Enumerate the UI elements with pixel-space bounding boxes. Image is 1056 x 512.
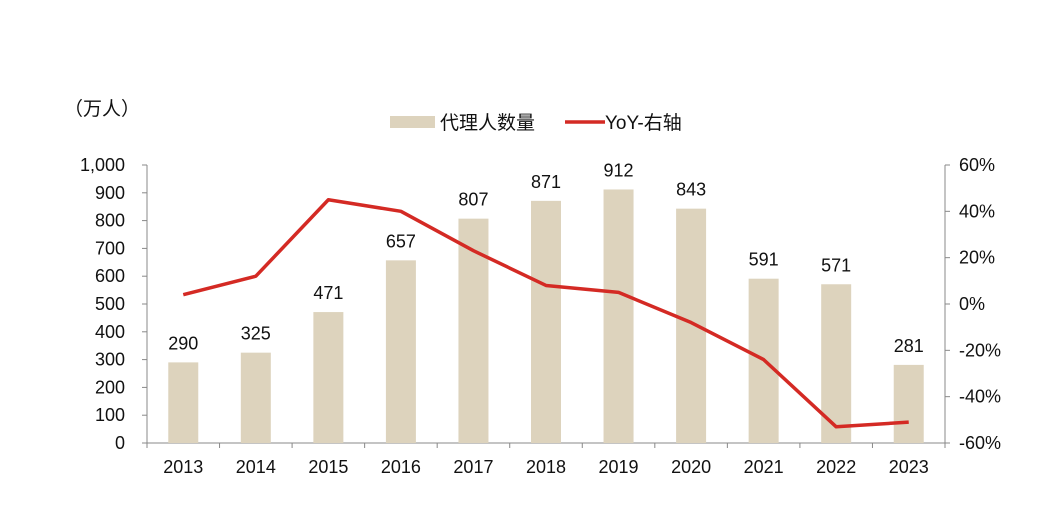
right-tick-label: -40% — [959, 387, 1001, 407]
bar-data-label: 871 — [531, 172, 561, 192]
bar-2023 — [893, 364, 924, 443]
legend: 代理人数量 YoY-右轴 — [390, 112, 682, 134]
unit-label: （万人） — [64, 98, 140, 120]
left-tick-label: 300 — [95, 350, 125, 370]
bar-data-label: 325 — [241, 324, 271, 344]
x-tick-label: 2016 — [381, 457, 421, 477]
left-tick-label: 700 — [95, 238, 125, 258]
bar-data-label: 591 — [749, 250, 779, 270]
bar-2013 — [168, 362, 199, 443]
x-tick-label: 2023 — [889, 457, 929, 477]
x-tick-label: 2022 — [816, 457, 856, 477]
bar-data-label: 290 — [168, 333, 198, 353]
bar-data-label: 571 — [821, 255, 851, 275]
right-tick-label: 0% — [959, 294, 985, 314]
left-tick-label: 1,000 — [80, 155, 125, 175]
left-tick-label: 400 — [95, 322, 125, 342]
bar-data-label: 281 — [894, 336, 924, 356]
legend-swatch-bar — [390, 116, 435, 128]
x-tick-label: 2013 — [163, 457, 203, 477]
x-tick-label: 2020 — [671, 457, 711, 477]
right-tick-label: 40% — [959, 201, 995, 221]
x-tick-label: 2021 — [744, 457, 784, 477]
left-tick-label: 500 — [95, 294, 125, 314]
bar-data-label: 912 — [604, 160, 634, 180]
right-tick-label: 20% — [959, 248, 995, 268]
bar-data-label: 471 — [313, 283, 343, 303]
bar-data-label: 807 — [458, 190, 488, 210]
left-tick-label: 600 — [95, 266, 125, 286]
bar-2015 — [313, 312, 344, 443]
left-tick-label: 900 — [95, 183, 125, 203]
bar-2014 — [240, 352, 271, 443]
legend-label-line: YoY-右轴 — [605, 112, 682, 134]
x-tick-label: 2017 — [453, 457, 493, 477]
bar-data-label: 843 — [676, 180, 706, 200]
left-tick-label: 100 — [95, 405, 125, 425]
bar-2016 — [385, 260, 416, 443]
bar-2018 — [531, 200, 561, 443]
right-tick-label: -60% — [959, 433, 1001, 453]
x-tick-label: 2018 — [526, 457, 566, 477]
bar-2020 — [676, 208, 707, 443]
x-tick-label: 2014 — [236, 457, 276, 477]
left-tick-label: 800 — [95, 211, 125, 231]
right-tick-label: -20% — [959, 340, 1001, 360]
left-tick-label: 200 — [95, 377, 125, 397]
right-tick-label: 60% — [959, 155, 995, 175]
bar-data-label: 657 — [386, 231, 416, 251]
bar-2019 — [603, 189, 634, 443]
x-tick-label: 2019 — [599, 457, 639, 477]
x-tick-label: 2015 — [308, 457, 348, 477]
left-tick-label: 0 — [115, 433, 125, 453]
legend-label-bar: 代理人数量 — [440, 112, 535, 134]
